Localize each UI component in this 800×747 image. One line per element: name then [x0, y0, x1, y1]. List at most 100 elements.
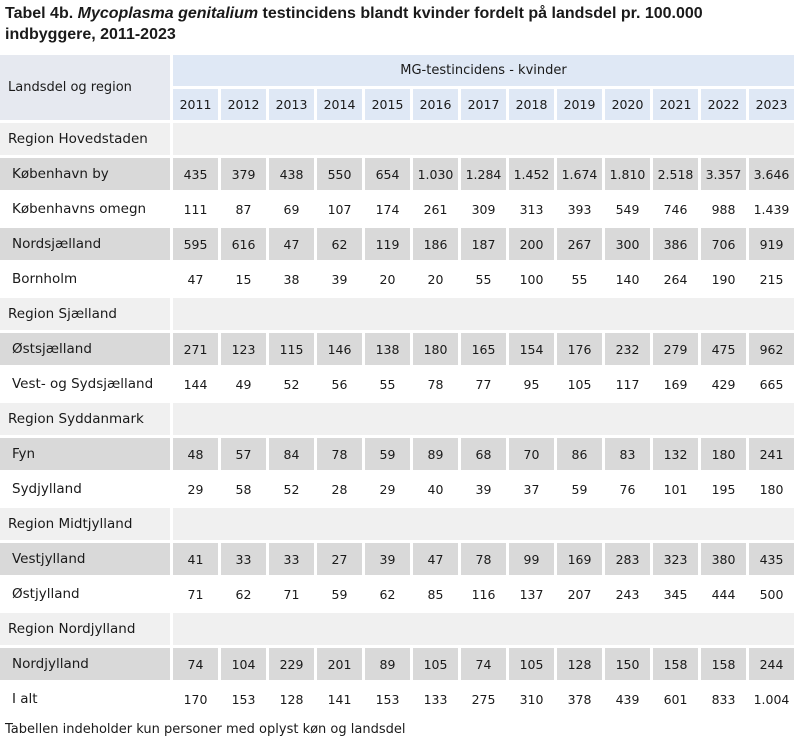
table-cell: 137: [509, 578, 554, 610]
table-cell: 20: [413, 263, 458, 295]
table-cell: 78: [413, 368, 458, 400]
table-cell: 429: [701, 368, 746, 400]
table-cell: 1.030: [413, 158, 458, 190]
row-label: Vest- og Sydsjælland: [0, 368, 170, 400]
table-cell: 244: [749, 648, 794, 680]
table-cell: 380: [701, 543, 746, 575]
table-cell: 29: [173, 473, 218, 505]
table-cell: 275: [461, 683, 506, 715]
table-cell: 55: [557, 263, 602, 295]
region-row: Region Nordjylland: [0, 613, 794, 645]
table-body: Region Hovedstaden København by 435 379 438 5…: [0, 123, 794, 715]
table-cell: 180: [749, 473, 794, 505]
table-cell: 261: [413, 193, 458, 225]
year-header: 2019: [557, 89, 602, 120]
year-header: 2018: [509, 89, 554, 120]
table-cell: 595: [173, 228, 218, 260]
table-cell: 309: [461, 193, 506, 225]
footnote: Tabellen indeholder kun personer med opl…: [5, 722, 406, 737]
table-cell: 39: [365, 543, 410, 575]
title-line2: indbyggere, 2011-2023: [5, 26, 176, 43]
year-header: 2016: [413, 89, 458, 120]
table-cell: 170: [173, 683, 218, 715]
table-cell: 59: [557, 473, 602, 505]
table-cell: 153: [365, 683, 410, 715]
table-cell: 33: [221, 543, 266, 575]
table-cell: 141: [317, 683, 362, 715]
table-cell: 104: [221, 648, 266, 680]
table-row: København by 435 379 438 550 654 1.030 1.284 1.4…: [0, 158, 794, 190]
table-cell: 29: [365, 473, 410, 505]
year-header: 2020: [605, 89, 650, 120]
table-cell: 283: [605, 543, 650, 575]
table-cell: 116: [461, 578, 506, 610]
table-cell: 55: [365, 368, 410, 400]
region-fill: [173, 403, 794, 435]
table-cell: 169: [557, 543, 602, 575]
year-header: 2014: [317, 89, 362, 120]
table-cell: 128: [557, 648, 602, 680]
table-cell: 146: [317, 333, 362, 365]
table-cell: 47: [413, 543, 458, 575]
year-header: 2011: [173, 89, 218, 120]
row-label: København by: [0, 158, 170, 190]
table-cell: 153: [221, 683, 266, 715]
table-cell: 107: [317, 193, 362, 225]
table-cell: 144: [173, 368, 218, 400]
table-cell: 123: [221, 333, 266, 365]
table-cell: 158: [701, 648, 746, 680]
table-cell: 154: [509, 333, 554, 365]
table-cell: 190: [701, 263, 746, 295]
table-cell: 200: [509, 228, 554, 260]
title-suffix: testincidens blandt kvinder fordelt på l…: [258, 5, 703, 22]
table-cell: 111: [173, 193, 218, 225]
region-fill: [173, 613, 794, 645]
table-row: Fyn 48 57 84 78 59 89 68 70 86 83 132 180 241: [0, 438, 794, 470]
table-cell: 549: [605, 193, 650, 225]
table-title: Tabel 4b. Mycoplasma genitalium testinci…: [5, 3, 795, 45]
table-cell: 56: [317, 368, 362, 400]
table-cell: 746: [653, 193, 698, 225]
table-cell: 140: [605, 263, 650, 295]
region-label: Region Sjælland: [0, 298, 170, 330]
table-row: Københavns omegn 111 87 69 107 174 261 309 313 39…: [0, 193, 794, 225]
table-cell: 70: [509, 438, 554, 470]
region-row: Region Hovedstaden: [0, 123, 794, 155]
table-cell: 133: [413, 683, 458, 715]
table-cell: 105: [413, 648, 458, 680]
region-fill: [173, 298, 794, 330]
header-group: MG-testincidens - kvinder: [173, 55, 794, 86]
table-cell: 62: [365, 578, 410, 610]
table-cell: 47: [173, 263, 218, 295]
table-cell: 313: [509, 193, 554, 225]
table-row: Sydjylland 29 58 52 28 29 40 39 37 59 76 101 195 180: [0, 473, 794, 505]
table-cell: 435: [173, 158, 218, 190]
table-cell: 41: [173, 543, 218, 575]
region-fill: [173, 123, 794, 155]
table-cell: 435: [749, 543, 794, 575]
table-cell: 438: [269, 158, 314, 190]
table-cell: 89: [413, 438, 458, 470]
title-species: Mycoplasma genitalium: [77, 5, 259, 22]
table-cell: 616: [221, 228, 266, 260]
table-cell: 48: [173, 438, 218, 470]
table-cell: 229: [269, 648, 314, 680]
region-label: Region Hovedstaden: [0, 123, 170, 155]
table-cell: 28: [317, 473, 362, 505]
incidence-table: Landsdel og region MG-testincidens - kvi…: [0, 52, 797, 718]
table-cell: 39: [461, 473, 506, 505]
title-prefix: Tabel 4b.: [5, 5, 78, 22]
table-cell: 78: [461, 543, 506, 575]
table-cell: 665: [749, 368, 794, 400]
table-cell: 71: [173, 578, 218, 610]
table-cell: 62: [221, 578, 266, 610]
table-row: Vestjylland 41 33 33 27 39 47 78 99 169 283 323 380 4…: [0, 543, 794, 575]
header-corner: Landsdel og region: [0, 55, 170, 120]
table-cell: 271: [173, 333, 218, 365]
table-cell: 39: [317, 263, 362, 295]
table-cell: 52: [269, 368, 314, 400]
table-cell: 89: [365, 648, 410, 680]
table-cell: 85: [413, 578, 458, 610]
row-label: Nordjylland: [0, 648, 170, 680]
table-cell: 69: [269, 193, 314, 225]
